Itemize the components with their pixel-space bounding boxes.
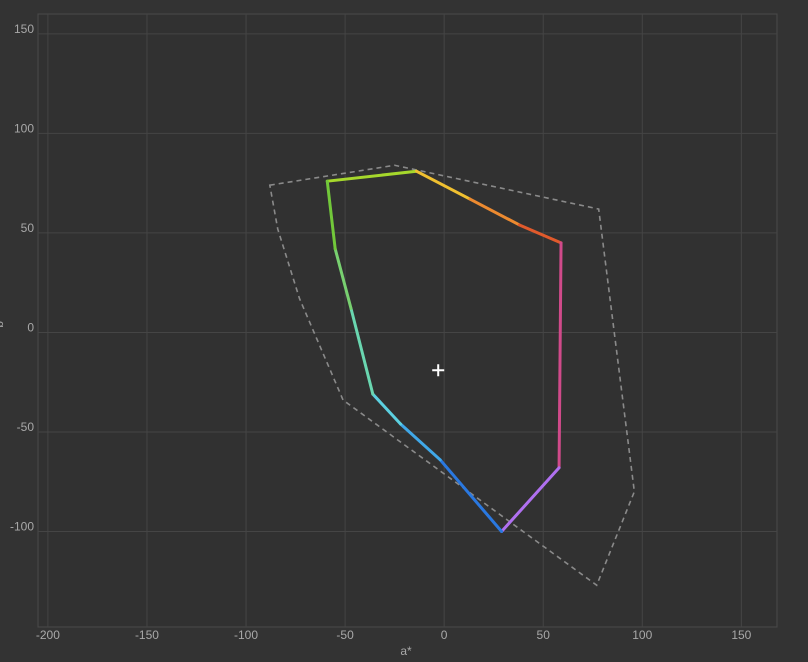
- x-tick-label: 150: [731, 628, 751, 642]
- x-axis-label: a*: [400, 644, 412, 658]
- y-tick-label: 50: [21, 221, 35, 235]
- gamut-edge: [349, 307, 375, 396]
- y-tick-label: -100: [10, 520, 34, 534]
- gamut-edge: [557, 241, 563, 470]
- x-tick-label: -100: [234, 628, 258, 642]
- y-tick-label: 150: [14, 22, 34, 36]
- y-axis-label: b*: [0, 316, 6, 328]
- gamut-edge: [325, 169, 418, 183]
- gamut-edge: [399, 422, 442, 462]
- y-tick-label: 0: [27, 321, 34, 335]
- gamut-edge: [325, 179, 337, 251]
- reference-gamut: [268, 164, 636, 587]
- x-tick-label: 0: [441, 628, 448, 642]
- gamut-edge: [468, 197, 521, 227]
- white-point: [432, 364, 445, 377]
- grid: [38, 14, 777, 627]
- gamut-edge: [438, 458, 504, 533]
- x-tick-label: -200: [36, 628, 60, 642]
- gamut-edge: [371, 392, 403, 426]
- gamut-edge: [517, 223, 563, 245]
- x-tick-label: 100: [632, 628, 652, 642]
- marks: [268, 164, 636, 587]
- x-tick-label: -50: [336, 628, 354, 642]
- y-tick-label: 100: [14, 122, 34, 136]
- gamut-edge: [414, 169, 472, 201]
- gamut-edge: [500, 466, 561, 533]
- gamut-edge: [333, 247, 353, 311]
- y-tick-label: -50: [17, 420, 35, 434]
- plot-area: [37, 13, 778, 628]
- x-tick-label: -150: [135, 628, 159, 642]
- x-tick-label: 50: [537, 628, 551, 642]
